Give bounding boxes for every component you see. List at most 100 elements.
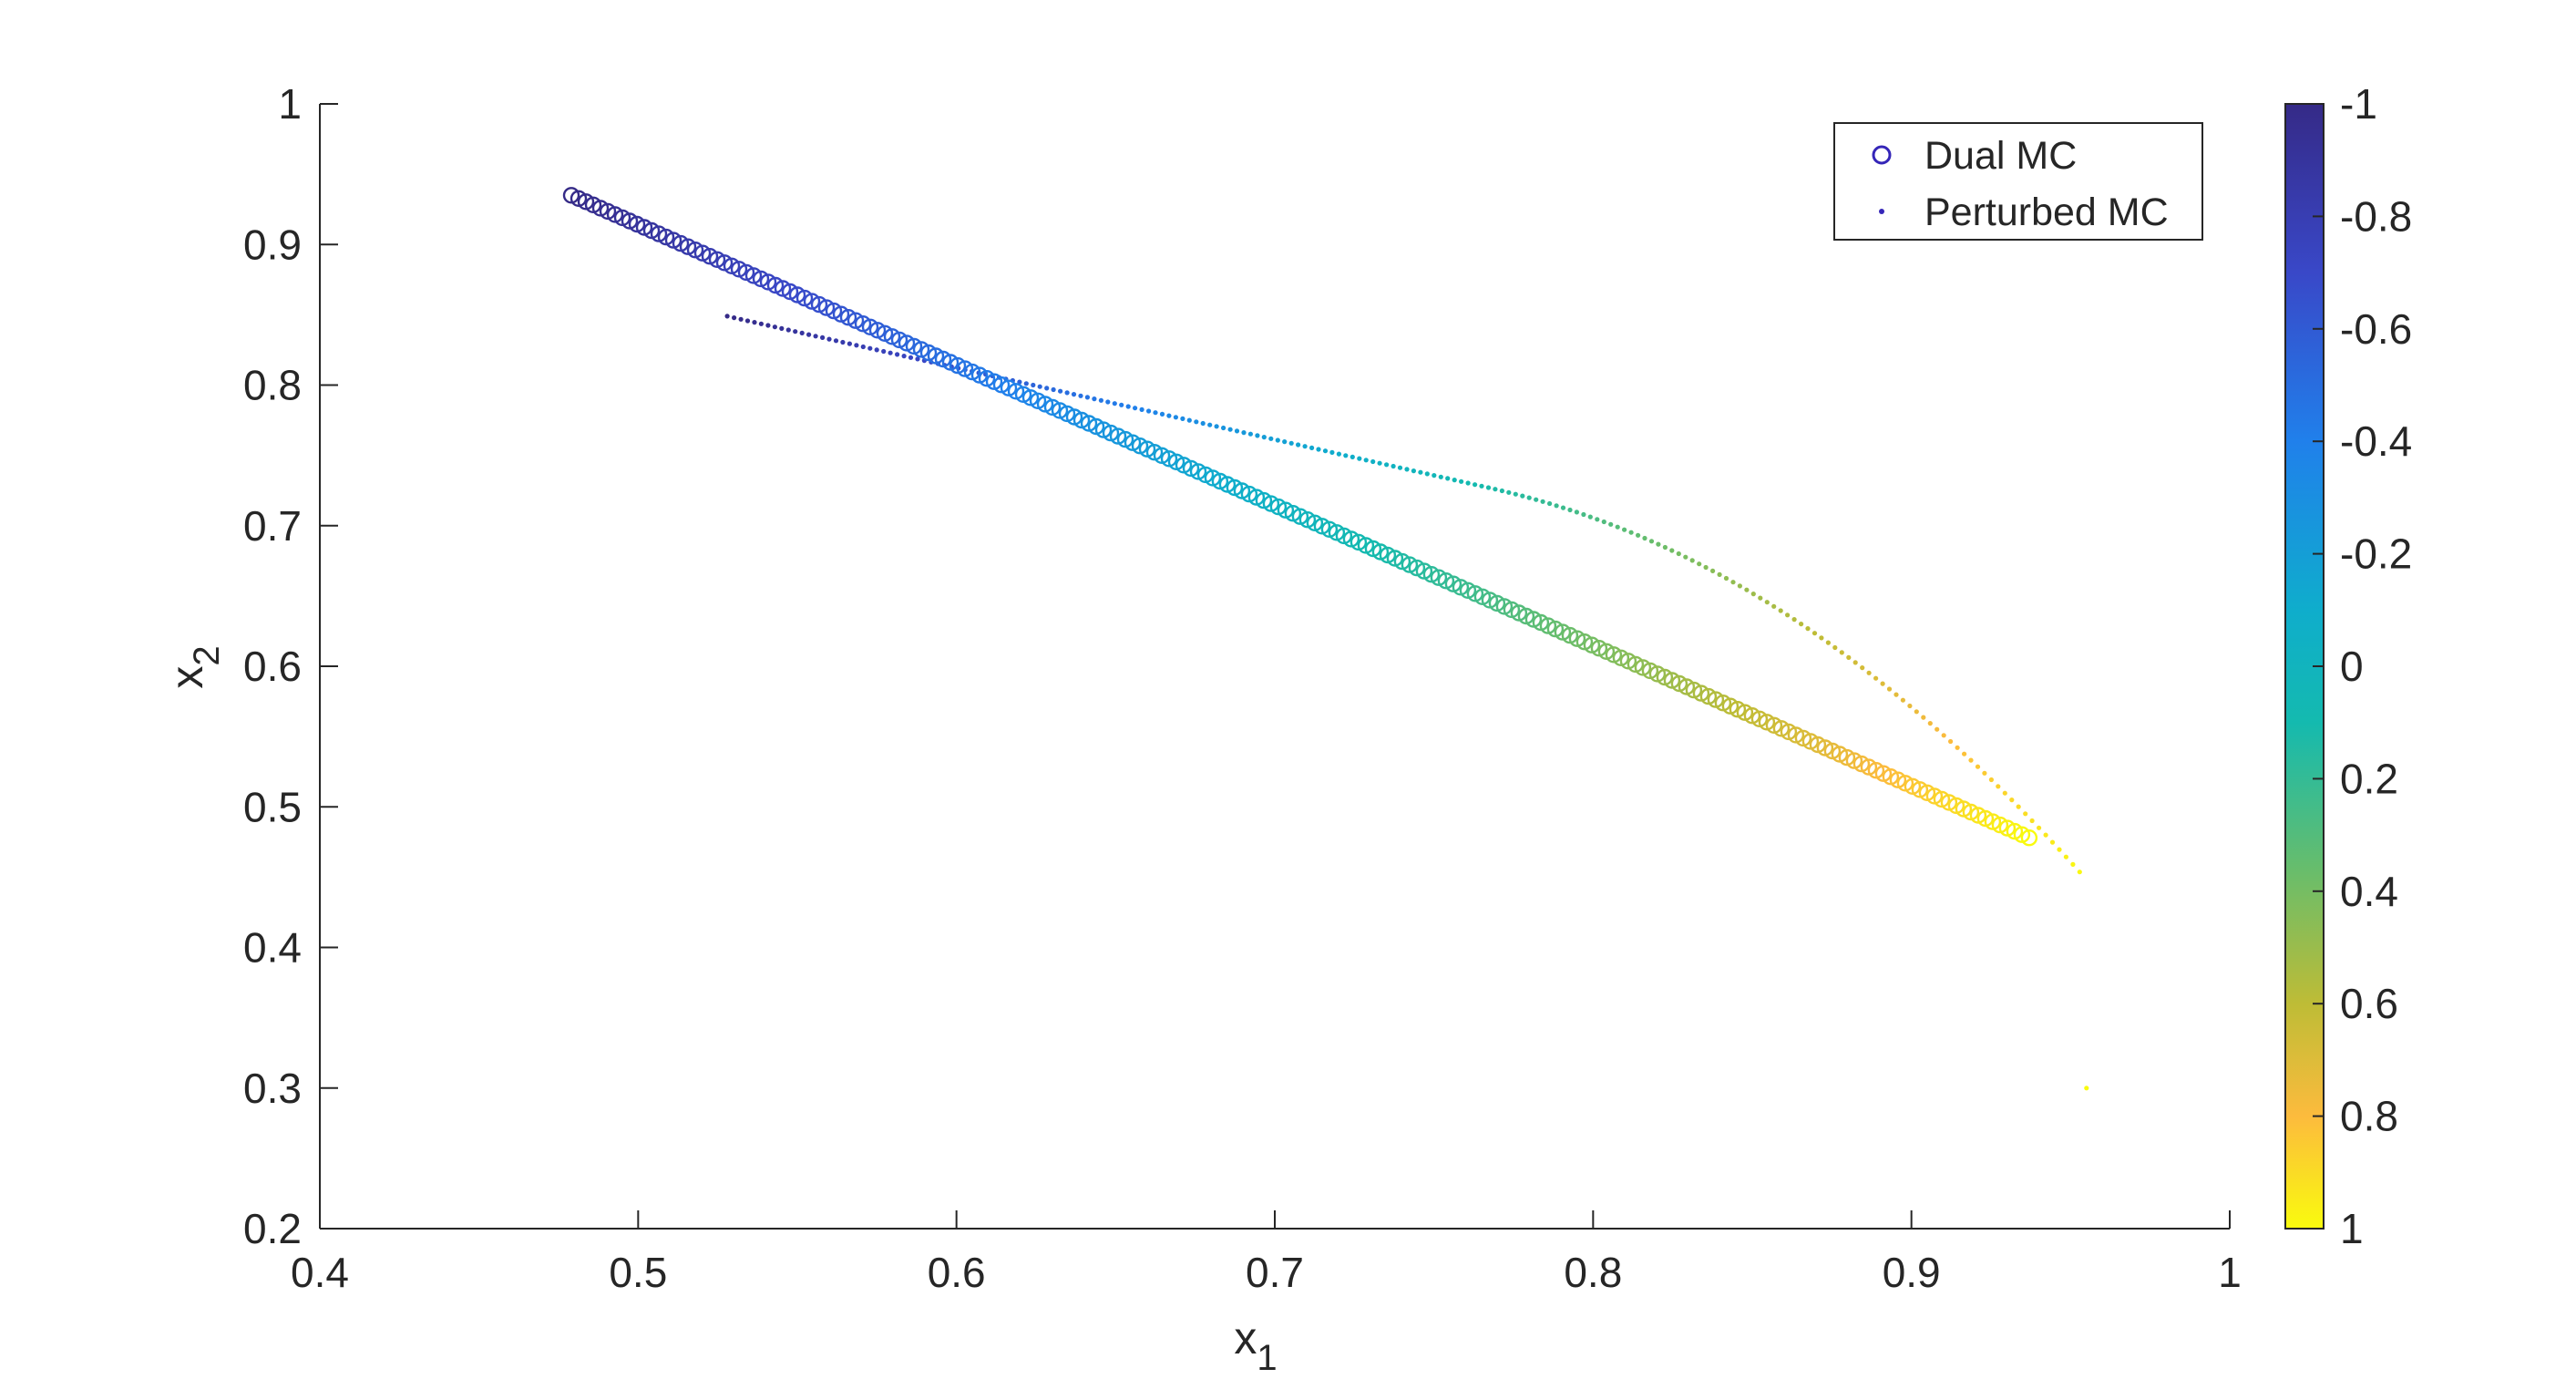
perturbed-point (799, 330, 805, 335)
perturbed-point (1350, 454, 1355, 459)
perturbed-point (1601, 519, 1606, 525)
perturbed-point (1261, 435, 1267, 440)
perturbed-point (1805, 626, 1811, 632)
perturbed-point (2057, 847, 2062, 852)
perturbed-point (1268, 436, 1274, 441)
y-tick-label: 0.5 (243, 783, 302, 830)
perturbed-point (2016, 804, 2021, 809)
perturbed-point (833, 338, 839, 344)
perturbed-point (744, 318, 751, 324)
perturbed-point (1839, 650, 1844, 655)
x-tick-label: 1 (2218, 1249, 2242, 1296)
x-tick-label: 0.5 (609, 1249, 667, 1296)
legend-label-dual: Dual MC (1924, 134, 2077, 178)
perturbed-point (1336, 451, 1341, 457)
perturbed-point (1547, 500, 1553, 507)
perturbed-point (1608, 521, 1614, 527)
perturbed-point (1710, 568, 1716, 574)
perturbed-point (2037, 825, 2042, 830)
perturbed-point (1247, 431, 1253, 437)
perturbed-point (1214, 424, 1219, 429)
perturbed-point (1363, 458, 1369, 463)
perturbed-point (1750, 592, 1756, 597)
perturbed-point (1764, 600, 1770, 605)
perturbed-point (1975, 764, 1981, 769)
perturbed-point (2043, 832, 2048, 838)
perturbed-point (1418, 469, 1423, 475)
y-tick-label: 0.9 (243, 221, 302, 268)
perturbed-point (1758, 595, 1763, 601)
perturbed-point (1587, 514, 1593, 520)
perturbed-point (1133, 406, 1138, 411)
y-axis-label: x2 (161, 645, 227, 688)
perturbed-point (860, 344, 866, 350)
perturbed-point (2077, 870, 2082, 875)
perturbed-point (1479, 483, 1484, 489)
perturbed-point (2084, 1086, 2089, 1091)
perturbed-point (1105, 399, 1111, 405)
perturbed-point (1526, 495, 1532, 500)
perturbed-point (854, 343, 859, 348)
perturbed-point (1459, 479, 1464, 484)
x-tick-label: 0.9 (1883, 1249, 1941, 1296)
perturbed-point (1173, 415, 1178, 420)
colorbar-tick-label: 1 (2340, 1205, 2364, 1252)
perturbed-point (1051, 386, 1056, 393)
perturbed-point (1996, 784, 2001, 789)
perturbed-point (1432, 473, 1437, 479)
perturbed-point (820, 334, 826, 340)
perturbed-point (1282, 439, 1288, 445)
dual-point (2020, 829, 2038, 847)
perturbed-point (765, 323, 771, 328)
perturbed-point (1852, 660, 1858, 665)
perturbed-point (1309, 445, 1315, 450)
perturbed-point (1927, 721, 1933, 726)
perturbed-point (915, 356, 920, 362)
perturbed-point (1846, 654, 1852, 661)
perturbed-point (1119, 402, 1124, 407)
perturbed-point (1676, 551, 1681, 557)
perturbed-point (1153, 410, 1158, 416)
perturbed-point (1941, 733, 1946, 738)
perturbed-point (1302, 444, 1308, 449)
perturbed-point (1560, 505, 1566, 510)
perturbed-point (901, 354, 907, 359)
plot-frame (320, 104, 2230, 1229)
perturbed-point (2029, 818, 2035, 824)
perturbed-point (1636, 532, 1641, 538)
perturbed-point (1071, 392, 1077, 397)
perturbed-point (1499, 488, 1504, 494)
perturbed-point (1581, 511, 1586, 518)
perturbed-point (1697, 561, 1702, 567)
perturbed-point (1811, 631, 1818, 636)
perturbed-point (1234, 428, 1240, 434)
y-tick-label: 0.6 (243, 643, 302, 690)
perturbed-point (1255, 433, 1260, 438)
x-tick-label: 0.8 (1564, 1249, 1622, 1296)
perturbed-point (1166, 413, 1172, 418)
perturbed-point (1506, 489, 1512, 495)
perturbed-point (1737, 583, 1742, 589)
perturbed-point (813, 334, 818, 339)
perturbed-point (779, 325, 785, 331)
perturbed-point (1628, 530, 1634, 535)
perturbed-point (1656, 541, 1661, 547)
perturbed-point (1982, 770, 1987, 776)
perturbed-point (1377, 460, 1382, 466)
perturbed-point (1615, 524, 1620, 530)
perturbed-point (1322, 448, 1329, 454)
legend: Dual MC Perturbed MC (1833, 122, 2203, 241)
perturbed-point (732, 315, 737, 321)
perturbed-point (724, 314, 730, 319)
perturbed-point (1567, 507, 1573, 513)
perturbed-point (1316, 447, 1321, 452)
perturbed-point (867, 345, 873, 351)
perturbed-point (2049, 839, 2056, 845)
perturbed-point (1574, 509, 1579, 515)
x-tick-label: 0.4 (291, 1249, 349, 1296)
y-tick-label: 0.7 (243, 502, 302, 550)
y-tick-label: 0.8 (243, 362, 302, 409)
legend-marker-dual (1872, 145, 1892, 165)
series-perturbed-mc (724, 314, 2089, 1091)
perturbed-point (1988, 777, 1994, 783)
